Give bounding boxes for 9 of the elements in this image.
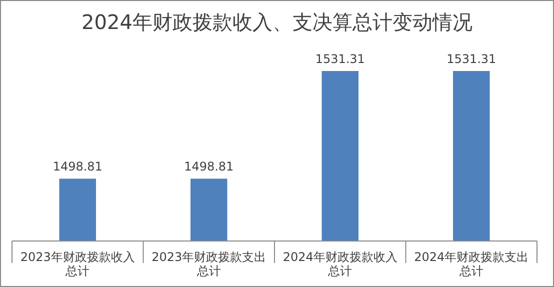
data-label: 1498.81 bbox=[184, 160, 234, 174]
x-tick-label: 2023年财政拨款支出总计 bbox=[152, 250, 266, 278]
x-tick-label: 2024年财政拨款收入总计 bbox=[282, 250, 398, 278]
x-tick-label: 2024年财政拨款支出总计 bbox=[414, 250, 529, 278]
data-label: 1531.31 bbox=[446, 52, 496, 66]
x-tick-label: 2023年财政拨款收入总计 bbox=[20, 250, 135, 278]
data-label: 1498.81 bbox=[52, 160, 102, 174]
data-label: 1531.31 bbox=[315, 52, 365, 66]
chart-title: 2024年财政拨款收入、支决算总计变动情况 bbox=[82, 10, 472, 34]
